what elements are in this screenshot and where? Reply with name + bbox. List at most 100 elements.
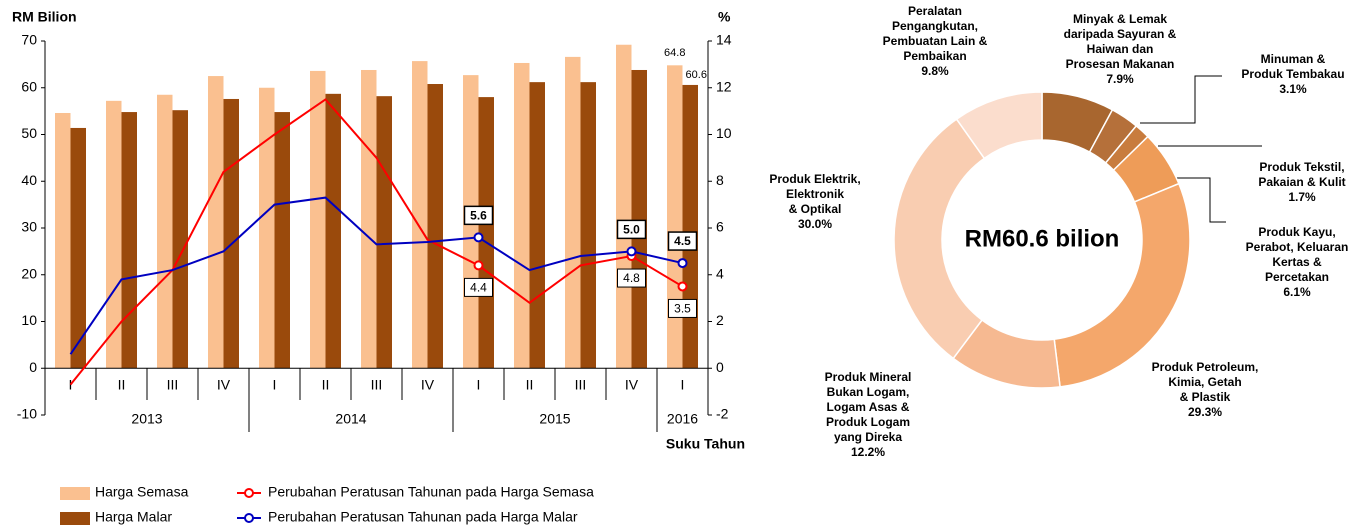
donut-center-label: RM60.6 bilion xyxy=(965,225,1120,252)
slice-label: Minyak & Lemak daripada Sayuran & Haiwan d… xyxy=(1064,12,1177,71)
slice-label-line: Elektronik xyxy=(786,187,844,201)
value-label-box xyxy=(464,277,493,297)
slice-label-line: Prosesan Makanan xyxy=(1066,57,1175,71)
bar xyxy=(325,93,341,369)
slice-label-line: Bukan Logam, xyxy=(827,385,910,399)
y-tick-label: 50 xyxy=(21,125,37,141)
slice-label: Produk Mineral Bukan Logam, Logam Asas & Pr… xyxy=(825,370,912,444)
x-tick-label: II xyxy=(526,377,534,393)
bar xyxy=(70,127,86,369)
bar xyxy=(259,87,275,369)
value-label-box xyxy=(463,205,494,226)
y-tick-label: 20 xyxy=(21,265,37,281)
value-label-box xyxy=(616,219,647,240)
bar xyxy=(361,69,377,369)
x-tick-label: I xyxy=(273,377,277,393)
bar xyxy=(376,96,392,369)
line-marker xyxy=(677,258,688,269)
slice-label-line: Peralatan xyxy=(908,4,962,18)
slice-label-line: Logam Asas & xyxy=(827,400,910,414)
line-marker xyxy=(473,232,484,243)
bar xyxy=(55,112,71,369)
bar xyxy=(529,82,545,369)
slice-label-line: Produk Petroleum, xyxy=(1152,360,1259,374)
y2-tick-label: 14 xyxy=(716,32,732,48)
legend-swatch xyxy=(60,487,90,500)
y2-tick-label: 2 xyxy=(716,312,724,328)
legend-swatch xyxy=(60,512,90,525)
bar xyxy=(310,70,326,369)
bar xyxy=(172,110,188,369)
bar-value-label: 64.8 xyxy=(664,47,685,59)
y2-tick-label: 0 xyxy=(716,359,724,375)
bar xyxy=(106,100,122,369)
y-tick-label: 40 xyxy=(21,172,37,188)
y2-tick-label: 8 xyxy=(716,172,724,188)
bar xyxy=(616,44,632,369)
x-tick-label: I xyxy=(681,377,685,393)
x-tick-label: III xyxy=(167,377,179,393)
bar xyxy=(412,61,428,369)
slice-label-line: Minuman & xyxy=(1261,52,1326,66)
slice-value-label: 9.8% xyxy=(921,64,949,78)
x-tick-label: III xyxy=(575,377,587,393)
x-tick-label: IV xyxy=(625,377,639,393)
line-marker xyxy=(473,260,484,271)
leader-line xyxy=(1168,177,1226,223)
group-label: 2013 xyxy=(131,411,162,427)
slice-value-label: 29.3% xyxy=(1188,405,1222,419)
leader-line xyxy=(1140,75,1222,124)
donut-slice xyxy=(1053,182,1191,388)
y-tick-label: 10 xyxy=(21,312,37,328)
slice-label-line: & Plastik xyxy=(1180,390,1231,404)
x-tick-label: IV xyxy=(217,377,231,393)
line-marker xyxy=(677,281,688,292)
slice-label-line: Kimia, Getah xyxy=(1168,375,1241,389)
x-tick-label: II xyxy=(322,377,330,393)
legend-label: Perubahan Peratusan Tahunan pada Harga S… xyxy=(268,484,594,500)
line-marker xyxy=(626,246,637,257)
legend-label: Harga Semasa xyxy=(95,484,189,500)
bar xyxy=(580,82,596,369)
donut-slice xyxy=(955,91,1043,160)
bar xyxy=(208,76,224,369)
y2-tick-label: -2 xyxy=(716,406,729,422)
legend-label: Harga Malar xyxy=(95,509,172,525)
y-tick-label: 30 xyxy=(21,219,37,235)
y-tick-label: -10 xyxy=(17,406,37,422)
line-value-label: 4.5 xyxy=(674,234,691,248)
group-label: 2015 xyxy=(539,411,570,427)
group-label: 2016 xyxy=(667,411,698,427)
line-value-label: 5.6 xyxy=(470,209,487,223)
y2-axis-label: % xyxy=(718,9,731,25)
slice-value-label: 3.1% xyxy=(1279,82,1307,96)
slice-label-line: Percetakan xyxy=(1265,270,1329,284)
x-tick-label: III xyxy=(371,377,383,393)
bar xyxy=(631,69,647,369)
slice-label: Produk Petroleum, Kimia, Getah & Plastik xyxy=(1152,360,1259,404)
leader-lines xyxy=(1140,75,1262,223)
bar xyxy=(667,65,683,369)
slice-value-label: 1.7% xyxy=(1288,190,1316,204)
slice-label-line: Minyak & Lemak xyxy=(1073,12,1167,26)
slice-label-line: Produk Logam xyxy=(826,415,910,429)
bar xyxy=(478,97,494,369)
line-value-label: 3.5 xyxy=(674,302,691,316)
y2-tick-label: 10 xyxy=(716,125,732,141)
slice-value-label: 30.0% xyxy=(798,217,832,231)
slice-label: Produk Elektrik, Elektronik & Optikal xyxy=(769,172,860,216)
slice-label: Minuman & Produk Tembakau xyxy=(1241,52,1344,81)
line-value-label: 5.0 xyxy=(623,223,640,237)
legend-marker xyxy=(244,513,254,523)
bar xyxy=(157,94,173,369)
slice-label-line: Produk Tembakau xyxy=(1241,67,1344,81)
slice-value-label: 12.2% xyxy=(851,445,885,459)
bar xyxy=(427,84,443,369)
bar-value-label: 60.6 xyxy=(686,69,707,81)
line-value-label: 4.8 xyxy=(623,271,640,285)
bar xyxy=(121,112,137,369)
line-value-label: 4.4 xyxy=(470,281,487,295)
slice-label: Produk Kayu, Perabot, Keluaran Kertas & Per… xyxy=(1246,225,1349,284)
donut-slice xyxy=(893,118,986,360)
